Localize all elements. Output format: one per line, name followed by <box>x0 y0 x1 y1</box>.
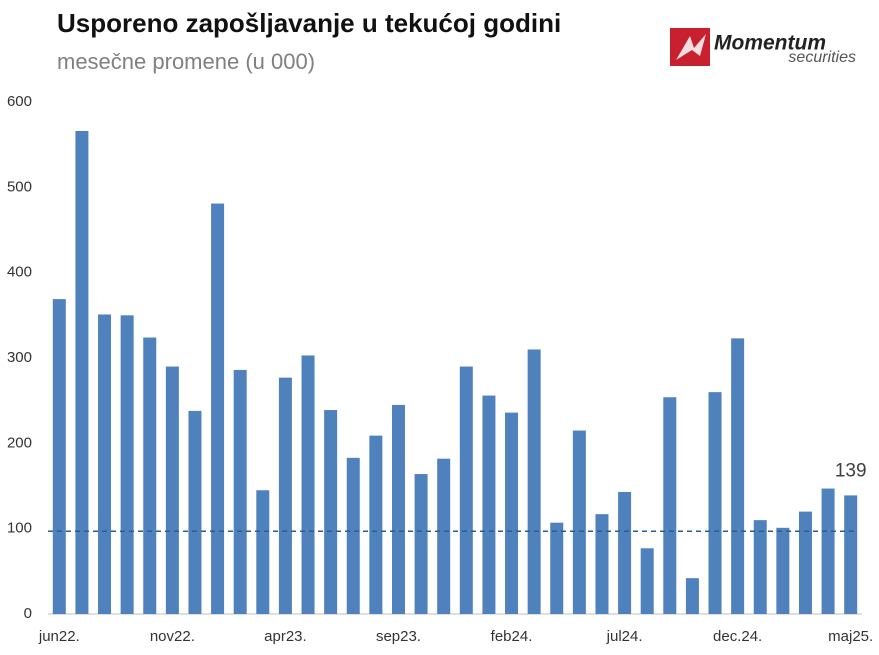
bar <box>143 337 157 614</box>
x-tick-label: maj25. <box>828 628 873 645</box>
bar <box>844 495 858 614</box>
bar <box>278 377 292 614</box>
bar <box>165 366 179 614</box>
bar <box>798 511 812 614</box>
logo: Momentum securities <box>670 28 856 66</box>
chart-title: Usporeno zapošljavanje u tekućoj godini <box>57 8 561 38</box>
bar <box>52 299 66 614</box>
bar <box>301 355 315 614</box>
bar <box>346 457 360 614</box>
bar <box>233 369 247 614</box>
x-tick-label: jul24. <box>606 628 643 645</box>
bar <box>482 395 496 614</box>
y-tick-label: 500 <box>7 178 32 195</box>
logo-tagline: securities <box>788 49 856 66</box>
y-tick-label: 100 <box>7 520 32 537</box>
x-tick-label: apr23. <box>264 628 307 645</box>
logo-name: Momentum <box>714 32 826 55</box>
bar <box>211 203 225 614</box>
x-tick-label: dec.24. <box>713 628 762 645</box>
bar <box>572 430 586 614</box>
y-tick-label: 0 <box>24 605 32 622</box>
bar <box>459 366 473 614</box>
bar <box>324 410 338 614</box>
bar <box>685 578 699 614</box>
bar <box>753 520 767 614</box>
bar <box>821 488 835 614</box>
x-tick-label: nov22. <box>150 628 195 645</box>
bar <box>618 491 632 614</box>
bar <box>550 522 564 614</box>
bar <box>256 490 270 614</box>
bar <box>120 315 134 614</box>
x-tick-label: jun22. <box>38 628 80 645</box>
bar <box>663 397 677 614</box>
bar <box>640 548 654 614</box>
y-tick-label: 300 <box>7 349 32 366</box>
bar <box>369 435 383 614</box>
logo-mark <box>676 34 706 60</box>
chart-subtitle: mesečne promene (u 000) <box>57 49 315 74</box>
y-tick-label: 200 <box>7 434 32 451</box>
bar <box>708 392 722 614</box>
bar <box>391 404 405 614</box>
x-tick-label: feb24. <box>491 628 533 645</box>
bar <box>595 514 609 614</box>
y-tick-label: 600 <box>7 93 32 110</box>
y-tick-label: 400 <box>7 264 32 281</box>
bar <box>437 458 451 614</box>
bar <box>776 527 790 614</box>
bar <box>731 338 745 614</box>
bar <box>98 314 112 614</box>
bar <box>505 412 519 614</box>
bar <box>75 131 89 614</box>
bar <box>414 474 428 614</box>
x-tick-label: sep23. <box>376 628 421 645</box>
data-label: 139 <box>835 460 867 481</box>
bar <box>188 410 202 614</box>
bar <box>527 349 541 614</box>
